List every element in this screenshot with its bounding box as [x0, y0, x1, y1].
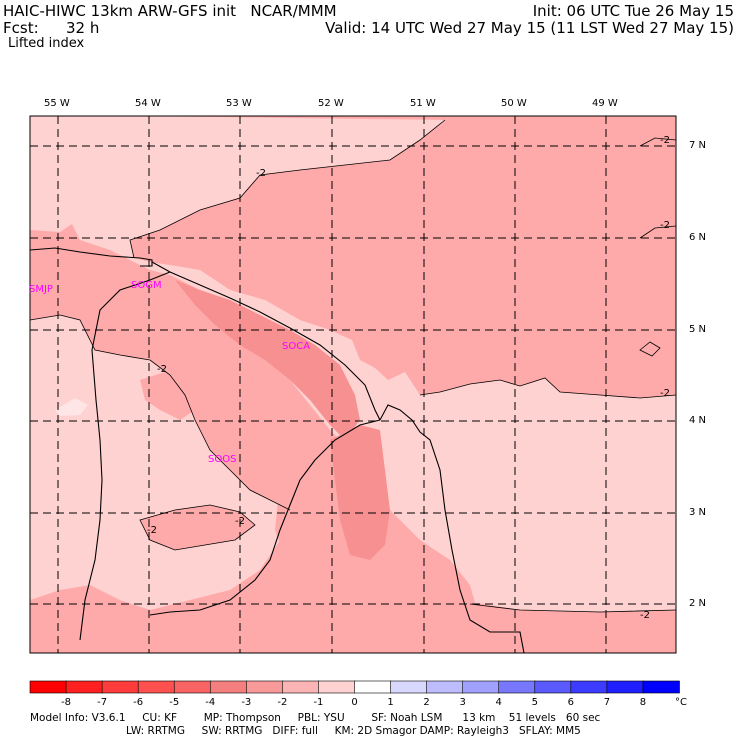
colorbar-swatch	[390, 680, 428, 694]
colorbar-tick-label: -3	[241, 697, 251, 708]
station-soca: SOCA	[282, 341, 310, 352]
colorbar-swatch	[282, 680, 320, 694]
contour-label: -2	[157, 364, 167, 375]
colorbar-swatch	[137, 680, 176, 694]
colorbar-tick-label: 1	[387, 697, 393, 708]
forecast-label: Fcst:	[3, 19, 39, 37]
contour-label: -2	[660, 135, 670, 146]
colorbar-swatch	[498, 680, 536, 694]
lat-label: 6 N	[689, 232, 707, 243]
colorbar-swatch	[354, 680, 392, 694]
contour-label: -2	[660, 388, 670, 399]
forecast-hours: 32 h	[66, 19, 100, 37]
lat-label: 5 N	[689, 324, 707, 335]
station-smjp: SMJP	[29, 284, 53, 295]
colorbar-swatch	[570, 680, 608, 694]
colorbar-tick-label: -6	[133, 697, 143, 708]
colorbar-tick-label: 4	[496, 697, 502, 708]
colorbar-swatch	[462, 680, 500, 694]
li-minus3-region	[330, 425, 390, 560]
colorbar-swatch	[173, 680, 212, 694]
model-info-line2: LW: RRTMG SW: RRTMG DIFF: full KM: 2D Sm…	[126, 725, 581, 737]
station-soos: SOOS	[208, 454, 236, 465]
colorbar-swatch	[318, 680, 356, 694]
colorbar-tick-label: 0	[351, 697, 357, 708]
li-minus2-interior-patch	[140, 505, 255, 550]
colorbar-swatch	[101, 680, 139, 694]
lat-label: 7 N	[689, 140, 707, 151]
colorbar-tick-label: -1	[313, 697, 323, 708]
li-minus1-patch	[55, 398, 88, 416]
colorbar-tick-label: 3	[459, 697, 465, 708]
li-minus2-interior-patch	[140, 372, 195, 420]
contour-label: -2	[147, 525, 157, 536]
model-info-line1: Model Info: V3.6.1 CU: KF MP: Thompson P…	[30, 712, 601, 724]
lat-label: 2 N	[689, 598, 707, 609]
lat-label: 4 N	[689, 415, 707, 426]
lon-label: 52 W	[318, 98, 344, 109]
colorbar-swatch	[29, 680, 67, 694]
colorbar-tick-label: -2	[277, 697, 287, 708]
contour-label: -2	[235, 516, 245, 527]
colorbar-tick-label: -4	[205, 697, 215, 708]
colorbar-swatch	[246, 680, 284, 694]
contour-label: -2	[660, 220, 670, 231]
colorbar-tick-label: -7	[97, 697, 107, 708]
colorbar-swatch	[65, 680, 103, 694]
contour-lines	[29, 119, 677, 613]
run-title: HAIC-HIWC 13km ARW-GFS init NCAR/MMM	[3, 2, 337, 20]
lon-label: 54 W	[135, 98, 161, 109]
colorbar-tick-label: 2	[423, 697, 429, 708]
lon-label: 51 W	[410, 98, 436, 109]
li-minus3-region	[175, 280, 360, 440]
valid-time: Valid: 14 UTC Wed 27 May 15 (11 LST Wed …	[325, 19, 734, 37]
lon-label: 55 W	[44, 98, 70, 109]
colorbar-swatch	[606, 680, 644, 694]
colorbar-swatch	[426, 680, 464, 694]
lon-label: 53 W	[226, 98, 252, 109]
field-name: Lifted index	[8, 36, 85, 51]
plot-frame	[29, 115, 677, 654]
colorbar-swatch	[209, 680, 248, 694]
lon-label: 50 W	[501, 98, 527, 109]
colorbar-tick-label: -8	[61, 697, 71, 708]
init-time: Init: 06 UTC Tue 26 May 15	[532, 2, 734, 20]
colorbar-unit: °C	[675, 697, 687, 708]
station-sogm: SOGM	[131, 280, 162, 291]
lon-label: 49 W	[592, 98, 618, 109]
contour-label: -2	[640, 610, 650, 621]
colorbar-swatch	[642, 680, 680, 694]
lat-lon-grid	[30, 116, 676, 653]
colorbar-tick-label: 7	[604, 697, 610, 708]
li-minus2-ocean-region	[130, 116, 676, 398]
coastline-borders	[29, 247, 525, 654]
colorbar-tick-label: 6	[568, 697, 574, 708]
color-bar: -8 -7 -6 -5 -4 -3 -2 -1 0 1 2 3 4 5 6 7 8 °C	[29, 680, 687, 708]
lat-label: 3 N	[689, 507, 707, 518]
colorbar-tick-label: 5	[532, 697, 538, 708]
colorbar-swatch	[534, 680, 572, 694]
colorbar-tick-label: 8	[640, 697, 646, 708]
contour-label: -2	[256, 168, 266, 179]
colorbar-tick-label: -5	[169, 697, 179, 708]
